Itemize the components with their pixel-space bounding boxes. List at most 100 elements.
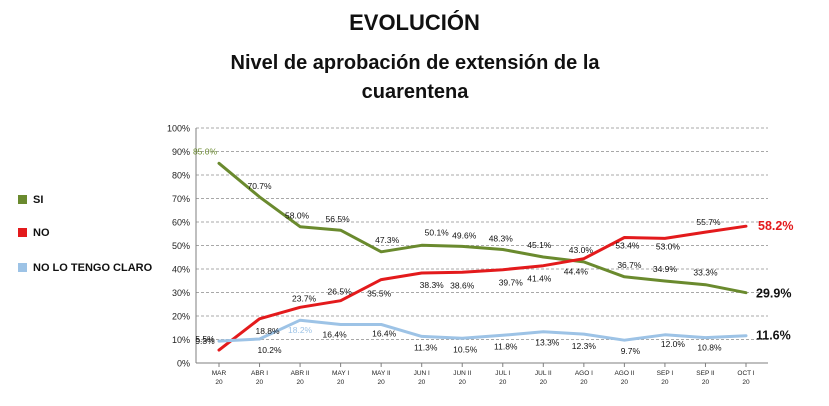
- data-label-no-lo-tengo-claro: 10.5%: [453, 344, 478, 354]
- legend-item-no-lo-tengo-claro: NO LO TENGO CLARO: [18, 262, 152, 274]
- data-label-si: 48.3%: [489, 233, 514, 243]
- data-label-si: 29.9%: [756, 287, 791, 301]
- data-label-si: 33.3%: [693, 268, 718, 278]
- series-line-no-lo-tengo-claro: [217, 318, 748, 343]
- data-label-no: 38.3%: [420, 280, 445, 290]
- data-label-no-lo-tengo-claro: 16.4%: [372, 328, 397, 338]
- x-tick-label-year: 20: [215, 379, 223, 386]
- data-label-no: 53.4%: [615, 241, 640, 251]
- data-label-si: 34.9%: [653, 264, 678, 274]
- y-tick-label: 10%: [172, 335, 190, 345]
- y-tick-label: 30%: [172, 288, 190, 298]
- legend-item-no: NO: [18, 227, 50, 239]
- x-tick-label: OCT I: [737, 370, 754, 377]
- page-title: EVOLUCIÓN: [349, 10, 480, 35]
- data-label-no-lo-tengo-claro: 11.6%: [756, 329, 791, 343]
- data-label-si: 49.6%: [452, 230, 477, 240]
- legend-label-si: SI: [33, 194, 44, 206]
- y-tick-label: 70%: [172, 194, 190, 204]
- x-tick-label-year: 20: [702, 379, 710, 386]
- x-tick-label-year: 20: [742, 379, 750, 386]
- x-tick-label-year: 20: [378, 379, 386, 386]
- y-tick-label: 90%: [172, 147, 190, 157]
- legend-label-no: NO: [33, 227, 50, 239]
- data-label-no-lo-tengo-claro: 18.2%: [288, 325, 313, 335]
- legend-swatch-si: [18, 195, 27, 204]
- y-tick-label: 50%: [172, 241, 190, 251]
- y-axis: 0% 10% 20% 30% 40% 50% 60% 70% 80% 90% 100%: [167, 124, 190, 369]
- data-label-no-lo-tengo-claro: 16.4%: [323, 329, 348, 339]
- x-tick-label-year: 20: [256, 379, 264, 386]
- x-tick-label-year: 20: [661, 379, 669, 386]
- legend-swatch-no-lo-tengo-claro: [18, 263, 27, 272]
- y-tick-label: 80%: [172, 171, 190, 181]
- data-label-no: 38.6%: [450, 280, 475, 290]
- x-tick-label-year: 20: [621, 379, 629, 386]
- x-tick-label: ABR II: [291, 370, 310, 377]
- data-label-no-lo-tengo-claro: 10.2%: [257, 345, 282, 355]
- x-tick-label: AGO I: [575, 370, 593, 377]
- legend-label-no-lo-tengo-claro: NO LO TENGO CLARO: [33, 262, 153, 274]
- data-label-si: 43.0%: [569, 245, 594, 255]
- data-label-no-lo-tengo-claro: 10.8%: [697, 343, 722, 353]
- x-tick-label-year: 20: [337, 379, 345, 386]
- data-label-no: 5.5%: [195, 334, 215, 344]
- data-label-no: 44.4%: [564, 267, 589, 277]
- x-axis: MAR 20 ABR I 20 ABR II 20 MAY I 20 MAY II 20 JUN I…: [212, 363, 755, 386]
- series-line-no: [217, 224, 748, 352]
- series-line-si: [217, 161, 748, 295]
- x-tick-label: JUN I: [414, 370, 430, 377]
- x-tick-label: JUN II: [453, 370, 471, 377]
- legend-swatch-no: [18, 228, 27, 237]
- y-tick-label: 100%: [167, 124, 190, 134]
- x-tick-label: SEP I: [657, 370, 674, 377]
- y-tick-label: 20%: [172, 312, 190, 322]
- x-tick-label-year: 20: [580, 379, 588, 386]
- legend-item-si: SI: [18, 194, 43, 206]
- data-label-no: 55.7%: [696, 217, 721, 227]
- data-label-si: 56.5%: [326, 214, 351, 224]
- x-tick-label-year: 20: [296, 379, 304, 386]
- x-tick-label-year: 20: [540, 379, 548, 386]
- chart-subtitle: Nivel de aprobación de extensión de la c…: [230, 52, 600, 103]
- data-label-no: 35.5%: [367, 289, 392, 299]
- data-label-si: 45.1%: [527, 240, 552, 250]
- x-tick-label: JUL I: [495, 370, 510, 377]
- data-label-no-lo-tengo-claro: 9.3%: [195, 336, 215, 346]
- data-label-no-lo-tengo-claro: 11.3%: [414, 342, 438, 352]
- x-tick-label: MAY I: [332, 370, 349, 377]
- x-tick-label-year: 20: [418, 379, 426, 386]
- data-label-si: 58.0%: [285, 211, 310, 221]
- data-label-no: 41.4%: [527, 274, 552, 284]
- y-tick-label: 60%: [172, 218, 190, 228]
- data-label-si: 47.3%: [375, 235, 400, 245]
- chart-data-labels: 85.0% 70.7% 58.0% 56.5% 47.3% 50.1% 49.6% 48.3%…: [193, 146, 794, 356]
- data-label-no-lo-tengo-claro: 13.3%: [535, 338, 560, 348]
- data-label-si: 50.1%: [425, 227, 450, 237]
- data-label-si: 85.0%: [193, 146, 218, 156]
- x-tick-label: JUL II: [535, 370, 552, 377]
- x-tick-label: SEP II: [696, 370, 715, 377]
- data-label-no-lo-tengo-claro: 12.0%: [661, 339, 686, 349]
- chart-grid: [195, 127, 768, 364]
- data-label-no: 23.7%: [292, 293, 317, 303]
- data-label-no: 26.5%: [328, 287, 353, 297]
- data-label-no-lo-tengo-claro: 9.7%: [621, 346, 641, 356]
- x-tick-label-year: 20: [459, 379, 467, 386]
- x-tick-label: MAY II: [372, 370, 391, 377]
- x-tick-label: AGO II: [614, 370, 634, 377]
- data-label-no: 18.8%: [255, 326, 280, 336]
- x-tick-label-year: 20: [499, 379, 507, 386]
- x-tick-label: MAR: [212, 370, 227, 377]
- x-tick-label: ABR I: [251, 370, 268, 377]
- data-label-no: 39.7%: [499, 278, 524, 288]
- data-label-no: 53.0%: [656, 241, 681, 251]
- y-tick-label: 0%: [177, 359, 190, 369]
- data-label-no: 58.2%: [758, 219, 793, 233]
- data-label-si: 36.7%: [617, 260, 642, 270]
- y-tick-label: 40%: [172, 265, 190, 275]
- data-label-no-lo-tengo-claro: 12.3%: [572, 341, 597, 351]
- data-label-no-lo-tengo-claro: 11.8%: [494, 341, 518, 351]
- data-label-si: 70.7%: [247, 181, 272, 191]
